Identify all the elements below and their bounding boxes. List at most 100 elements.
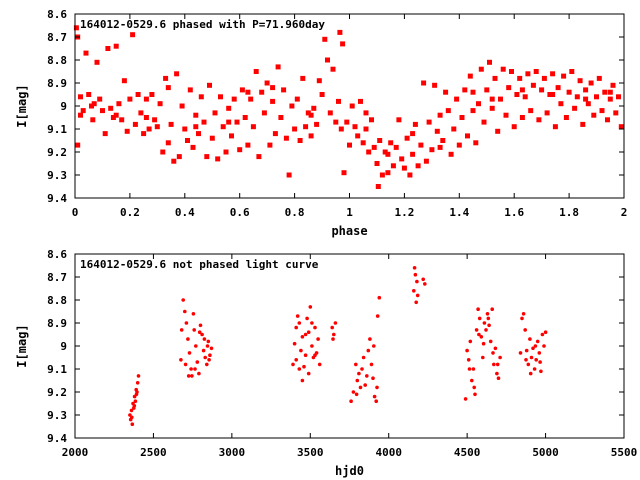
data-point [481, 341, 486, 346]
data-point [574, 94, 580, 100]
data-point [596, 75, 602, 81]
data-point [524, 358, 528, 362]
data-point [305, 316, 309, 321]
data-point [129, 408, 134, 413]
data-point [525, 71, 531, 77]
data-point [91, 101, 97, 107]
data-point [477, 332, 481, 337]
data-point [73, 25, 79, 31]
data-point [207, 82, 212, 88]
data-point [473, 140, 479, 146]
data-point [215, 156, 221, 162]
data-point [531, 346, 535, 351]
data-point [299, 348, 303, 353]
data-point [168, 121, 174, 127]
data-point [599, 108, 605, 114]
data-point [181, 298, 185, 302]
data-point [496, 376, 501, 381]
data-point [423, 282, 427, 286]
data-point [133, 399, 138, 404]
data-point [533, 344, 538, 348]
data-point [363, 383, 368, 387]
data-point [208, 353, 212, 358]
data-point [317, 362, 322, 367]
data-point [526, 362, 531, 367]
data-point [552, 124, 558, 130]
data-point [369, 362, 374, 367]
data-point [143, 96, 149, 102]
data-point [585, 101, 591, 107]
data-point [200, 332, 204, 337]
data-point [401, 165, 407, 171]
data-point [528, 108, 534, 114]
data-point [532, 367, 537, 371]
data-point [484, 87, 490, 93]
data-point [412, 121, 418, 127]
data-point [196, 131, 201, 137]
data-point [291, 362, 295, 367]
data-point [183, 362, 188, 367]
data-point [130, 32, 136, 38]
data-point [308, 305, 313, 309]
data-point [302, 364, 306, 369]
data-point [493, 346, 498, 351]
data-point [294, 358, 299, 362]
data-point [193, 124, 199, 130]
x-tick-label: 5000 [532, 446, 559, 459]
data-point [495, 128, 501, 134]
data-point [594, 94, 599, 100]
data-point [283, 135, 289, 141]
data-point [322, 36, 328, 42]
data-point [231, 96, 237, 102]
data-point [278, 115, 284, 120]
data-point [338, 126, 344, 132]
y-tick-label: 8.7 [47, 271, 67, 284]
data-point [127, 96, 133, 102]
data-point [310, 344, 314, 348]
data-point [354, 392, 359, 397]
data-point [488, 339, 493, 344]
x-tick-label: 0 [72, 206, 79, 219]
data-point [540, 332, 545, 337]
data-point [187, 87, 193, 93]
data-point [479, 335, 484, 339]
data-point [229, 133, 234, 139]
data-point [146, 126, 152, 132]
data-point [443, 89, 449, 95]
data-point [102, 131, 108, 137]
data-point [197, 371, 201, 376]
data-point [471, 367, 476, 371]
data-point [300, 335, 305, 339]
data-point [136, 374, 141, 378]
data-point [130, 415, 134, 420]
data-point [537, 351, 542, 355]
data-point [487, 323, 491, 328]
data-point [535, 339, 540, 344]
data-point [602, 89, 608, 95]
data-point [393, 144, 399, 150]
data-point [305, 110, 311, 116]
data-point [541, 75, 547, 81]
data-point [192, 328, 196, 332]
data-point [366, 149, 372, 155]
y-tick-label: 8.8 [47, 54, 67, 67]
data-point [130, 422, 135, 427]
data-point [297, 367, 302, 371]
phased-ticks: 0 0.2 0.4 0.6 0.8 1 1.2 1.4 1.6 1.8 2 8.6 8.7 8.8 8.9 9… [47, 8, 627, 219]
data-point [135, 381, 140, 385]
data-point [116, 101, 122, 107]
data-point [456, 142, 462, 148]
y-tick-label: 9.4 [47, 192, 67, 205]
data-point [511, 124, 517, 130]
y-tick-label: 9.4 [47, 432, 67, 445]
data-point [482, 321, 487, 325]
data-point [519, 115, 525, 120]
data-point [295, 314, 300, 318]
data-point [385, 170, 391, 176]
data-point [437, 144, 443, 150]
data-point [193, 112, 199, 118]
data-point [313, 325, 317, 330]
data-point [521, 312, 526, 316]
data-point [134, 392, 139, 397]
data-point [209, 346, 214, 351]
